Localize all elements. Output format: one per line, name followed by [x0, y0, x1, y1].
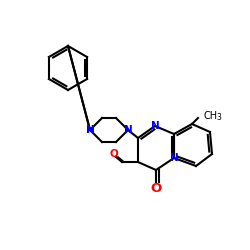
- Text: CH: CH: [204, 111, 218, 121]
- Text: O: O: [150, 182, 162, 194]
- Text: N: N: [124, 125, 132, 135]
- Text: O: O: [110, 149, 118, 159]
- Text: N: N: [86, 125, 94, 135]
- Text: 3: 3: [216, 114, 221, 122]
- Text: N: N: [170, 153, 178, 163]
- Text: N: N: [150, 121, 160, 131]
- Text: N: N: [86, 125, 94, 135]
